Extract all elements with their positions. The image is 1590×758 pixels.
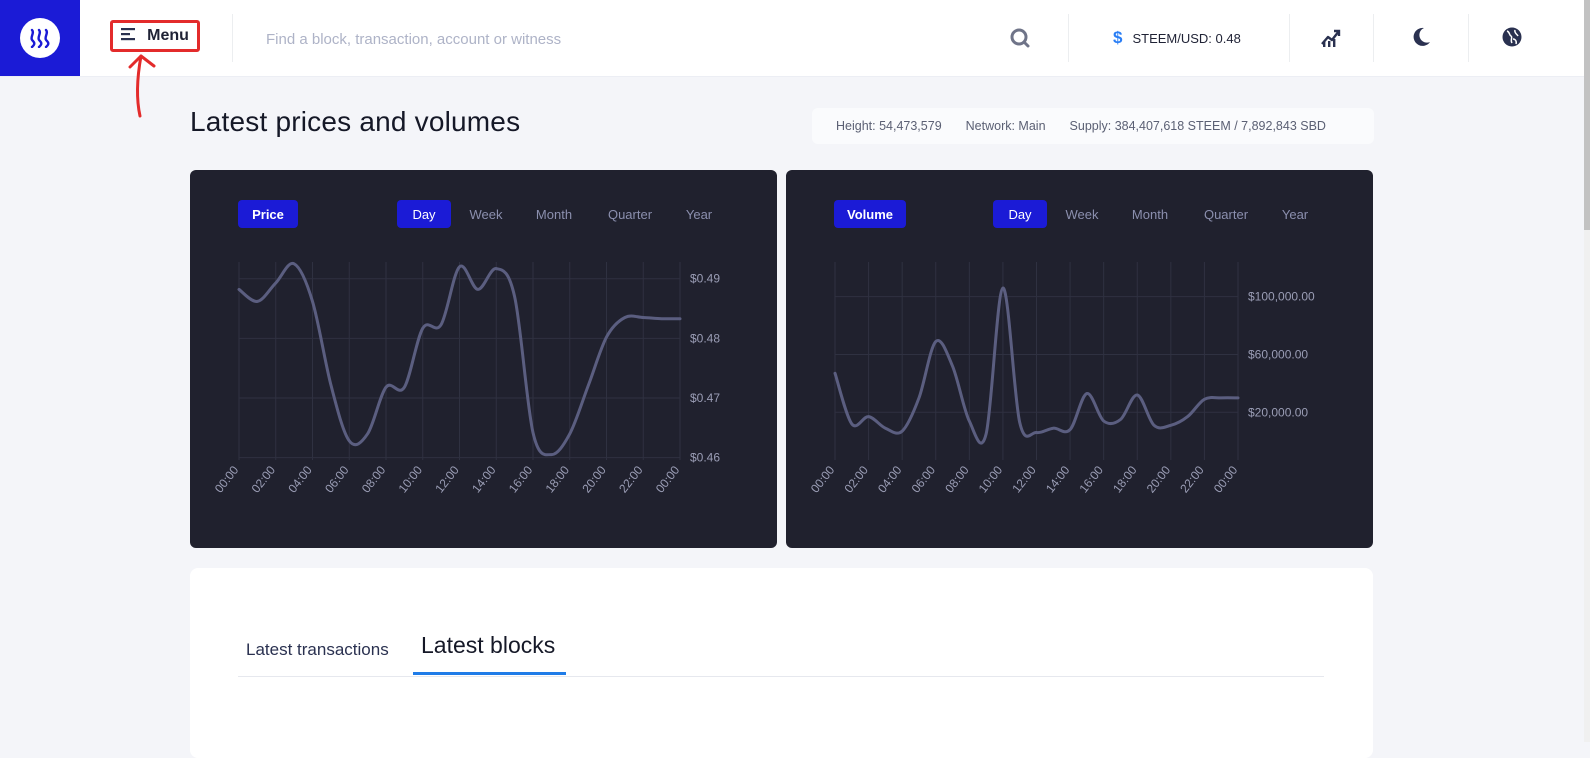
x-tick-label: 00:00 (653, 463, 683, 496)
y-tick-label: $0.46 (690, 451, 720, 465)
x-tick-label: 18:00 (543, 463, 573, 496)
x-tick-label: 20:00 (1144, 463, 1174, 496)
range-day[interactable]: Day (993, 200, 1047, 228)
range-day[interactable]: Day (397, 200, 451, 228)
y-tick-label: $60,000.00 (1248, 347, 1308, 361)
volume-metric-button[interactable]: Volume (834, 200, 906, 228)
x-tick-label: 10:00 (976, 463, 1006, 496)
tab-latest-transactions[interactable]: Latest transactions (246, 640, 389, 659)
latest-activity-card: Latest transactions Latest blocks (190, 568, 1373, 758)
range-month[interactable]: Month (1131, 206, 1169, 222)
range-week[interactable]: Week (1065, 206, 1099, 222)
x-tick-label: 16:00 (1077, 463, 1107, 496)
volume-chart-card: Volume Day Week Month Quarter Year $20,0… (786, 170, 1373, 548)
globe-icon[interactable] (1501, 26, 1523, 53)
menu-icon (121, 27, 137, 46)
menu-button[interactable]: Menu (110, 20, 200, 52)
x-tick-label: 00:00 (1211, 463, 1241, 496)
x-tick-label: 08:00 (942, 463, 972, 496)
search-icon[interactable] (1009, 27, 1031, 54)
range-year[interactable]: Year (1281, 206, 1309, 222)
x-tick-label: 06:00 (322, 463, 352, 496)
range-year[interactable]: Year (685, 206, 713, 222)
x-tick-label: 18:00 (1110, 463, 1140, 496)
price-chart-card: Price Day Week Month Quarter Year $0.46 $… (190, 170, 777, 548)
scrollbar-track[interactable] (1584, 0, 1590, 742)
x-tick-label: 02:00 (841, 463, 871, 496)
range-month[interactable]: Month (535, 206, 573, 222)
steem-price: $ STEEM/USD: 0.48 (1113, 26, 1241, 50)
x-tick-label: 08:00 (359, 463, 389, 496)
block-height: Height: 54,473,579 (836, 119, 942, 133)
moon-icon[interactable] (1410, 26, 1432, 53)
steem-logo-icon (20, 18, 60, 58)
y-tick-label: $0.47 (690, 391, 720, 405)
top-header: Menu $ STEEM/USD: 0.48 (0, 0, 1584, 77)
y-tick-label: $100,000.00 (1248, 290, 1315, 304)
dollar-icon: $ (1113, 28, 1123, 47)
series-line (833, 286, 1240, 445)
x-tick-label: 04:00 (875, 463, 905, 496)
scrollbar-thumb[interactable] (1584, 0, 1590, 230)
price-metric-button[interactable]: Price (238, 200, 298, 228)
active-tab-indicator (413, 672, 566, 675)
search-input[interactable] (264, 22, 988, 56)
header-divider (232, 14, 233, 62)
series-line (237, 261, 682, 457)
x-tick-label: 10:00 (396, 463, 426, 496)
chart-trend-icon[interactable] (1320, 26, 1342, 53)
x-tick-label: 06:00 (909, 463, 939, 496)
steem-logo[interactable] (0, 0, 80, 76)
header-divider (1373, 14, 1374, 62)
header-divider (1289, 14, 1290, 62)
x-tick-label: 00:00 (808, 463, 838, 496)
menu-label: Menu (147, 27, 189, 44)
x-tick-label: 14:00 (1043, 463, 1073, 496)
annotation-arrow (128, 54, 156, 118)
x-tick-label: 02:00 (249, 463, 279, 496)
tab-divider (238, 676, 1324, 677)
page-title: Latest prices and volumes (190, 106, 521, 137)
range-week[interactable]: Week (469, 206, 503, 222)
tab-latest-blocks[interactable]: Latest blocks (421, 632, 556, 658)
network-type: Network: Main (965, 119, 1046, 133)
network-stats: Height: 54,473,579 Network: Main Supply:… (812, 108, 1374, 144)
x-tick-label: 22:00 (616, 463, 646, 496)
x-tick-label: 12:00 (1009, 463, 1039, 496)
header-divider (1068, 14, 1069, 62)
x-tick-label: 20:00 (579, 463, 609, 496)
header-divider (1468, 14, 1469, 62)
y-tick-label: $20,000.00 (1248, 405, 1308, 419)
y-tick-label: $0.49 (690, 272, 720, 286)
x-tick-label: 12:00 (432, 463, 462, 496)
range-quarter[interactable]: Quarter (1203, 206, 1249, 222)
supply-info: Supply: 384,407,618 STEEM / 7,892,843 SB… (1069, 119, 1326, 133)
x-tick-label: 00:00 (212, 463, 242, 496)
steem-price-label: STEEM/USD: 0.48 (1132, 30, 1241, 46)
range-quarter[interactable]: Quarter (607, 206, 653, 222)
x-tick-label: 16:00 (506, 463, 536, 496)
x-tick-label: 14:00 (469, 463, 499, 496)
x-tick-label: 22:00 (1177, 463, 1207, 496)
x-tick-label: 04:00 (285, 463, 315, 496)
y-tick-label: $0.48 (690, 331, 720, 345)
